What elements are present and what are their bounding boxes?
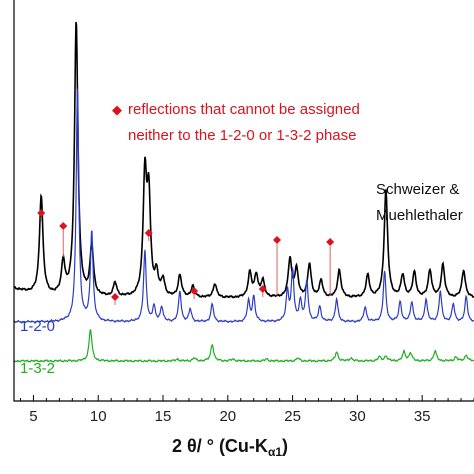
trace-schweizer-muehlethaler [13,21,474,299]
trace-1-2-0 [13,88,474,324]
x-tick-label: 25 [284,408,301,425]
x-tick-label: 10 [90,408,107,425]
series-label-schweizer-line1: Schweizer & [376,181,459,198]
series-label-schweizer-line2: Muehlethaler [376,207,463,224]
reflection-diamond [111,293,120,301]
reflection-diamond [273,236,282,244]
legend-note-diamond: ◆ [112,102,122,117]
reflection-diamond [190,287,199,295]
x-tick-label: 35 [414,408,431,425]
x-axis-label: 2 θ/ ° (Cu-Kα1) [172,436,288,459]
x-tick-label: 20 [219,408,236,425]
series-label-1-2-0: 1-2-0 [20,318,55,335]
reflection-diamond [59,222,68,230]
x-tick-label: 5 [29,408,37,425]
axis-frame [13,0,474,402]
reflection-diamond [258,285,267,293]
reflection-diamond [37,209,46,217]
x-tick-label: 15 [155,408,172,425]
trace-1-3-2 [13,329,474,363]
legend-note-line1: reflections that cannot be assigned [128,101,360,118]
x-axis-label-subscript: α1 [268,445,282,459]
series-label-1-3-2: 1-3-2 [20,360,55,377]
reflection-diamond [144,229,153,237]
x-tick-label: 30 [349,408,366,425]
reflection-diamond [326,238,335,246]
traces-layer [13,21,474,363]
legend-note-line2: neither to the 1-2-0 or 1-3-2 phase [128,127,356,144]
unassigned-reflections-layer [37,209,335,305]
axes-layer: 5 10 15 20 25 30 35 [13,0,474,425]
